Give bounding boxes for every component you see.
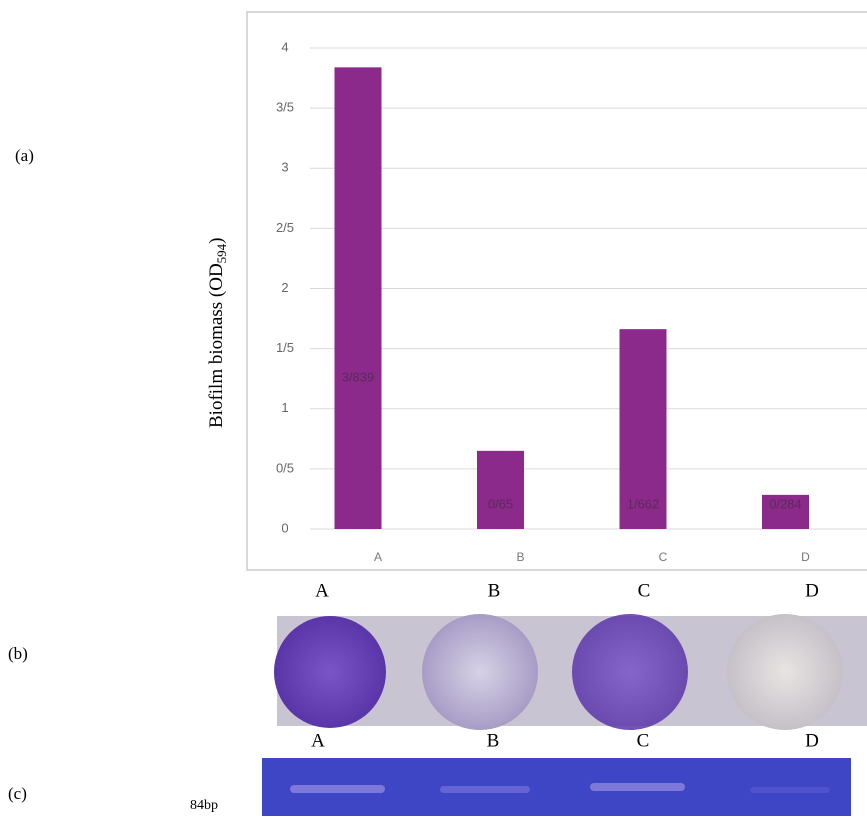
- panel-label: (c): [8, 784, 27, 803]
- y-tick-label: 3: [281, 160, 288, 175]
- y-axis-label: Biofilm biomass (OD594): [206, 238, 229, 429]
- y-tick-label: 4: [281, 39, 288, 54]
- y-tick-label: 0: [281, 520, 288, 535]
- data-label: 3/839: [342, 369, 375, 384]
- y-axis-label-text: ): [206, 238, 227, 244]
- y-tick-label: 1: [281, 400, 288, 415]
- data-label: 0/284: [769, 496, 802, 511]
- x-tick-label: A: [374, 550, 382, 564]
- well-label: A: [315, 580, 329, 601]
- figure: (a) (b) (c) Biofilm biomass (OD594) 84bp…: [0, 0, 867, 816]
- y-tick-label: 2/5: [276, 220, 294, 235]
- well-label: C: [638, 580, 651, 601]
- lane-label: B: [487, 730, 500, 751]
- lane-label: D: [805, 730, 819, 751]
- y-tick-label: 2: [281, 280, 288, 295]
- y-tick-label: 0/5: [276, 460, 294, 475]
- y-tick-label: 1/5: [276, 340, 294, 355]
- y-axis-label-text: Biofilm biomass (OD: [206, 263, 227, 428]
- panel-label: (a): [15, 146, 34, 165]
- bar: [477, 451, 524, 529]
- y-tick-label: 3/5: [276, 100, 294, 115]
- well-label: D: [805, 580, 819, 601]
- x-tick-label: D: [801, 550, 810, 564]
- lane-label: C: [637, 730, 650, 751]
- gel-marker: 84bp: [190, 798, 218, 813]
- y-axis-label-subscript: 594: [214, 243, 229, 263]
- data-label: 0/65: [488, 496, 513, 511]
- bar: [335, 67, 382, 529]
- panel-label: (b): [8, 644, 28, 663]
- x-tick-label: C: [659, 550, 668, 564]
- photo-wells: [274, 614, 867, 730]
- lane-label: A: [311, 730, 325, 751]
- gel-photo: [262, 758, 851, 816]
- data-label: 1/662: [627, 496, 660, 511]
- x-tick-label: B: [516, 550, 524, 564]
- well-label: B: [488, 580, 501, 601]
